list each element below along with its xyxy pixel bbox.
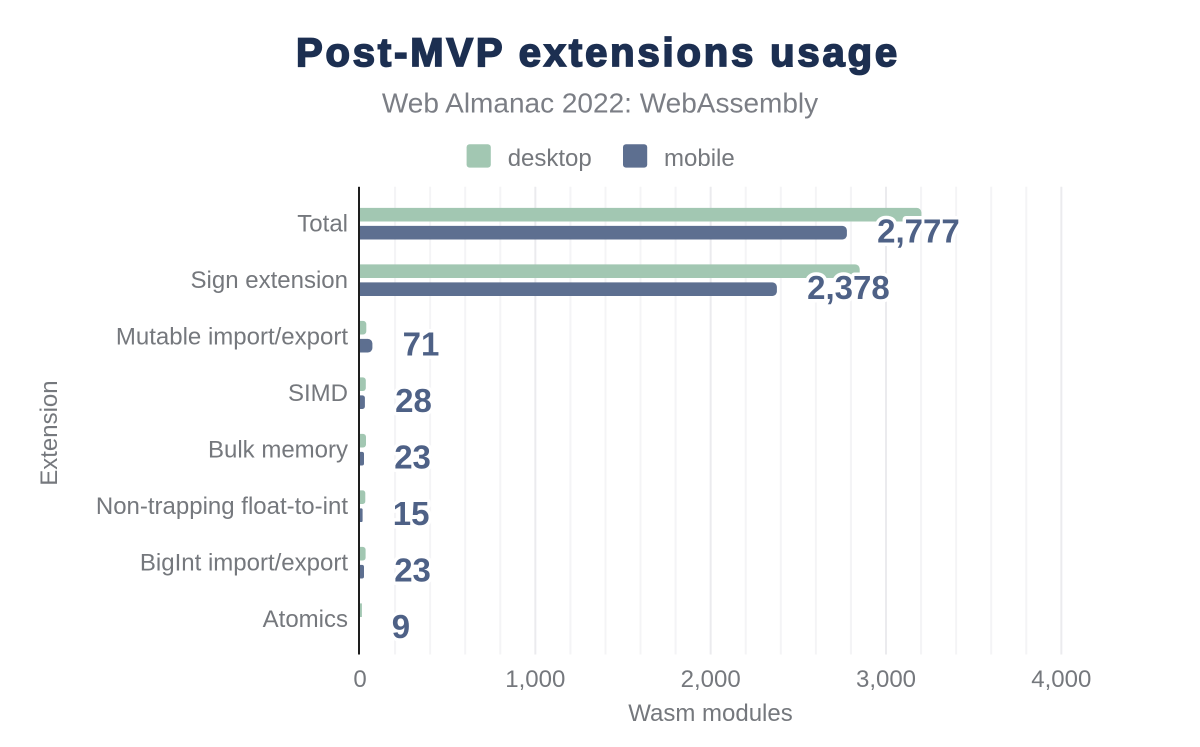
svg-text:mobile: mobile (664, 145, 735, 172)
svg-text:2,777: 2,777 (877, 212, 960, 249)
svg-text:23: 23 (394, 551, 431, 588)
svg-text:Bulk memory: Bulk memory (208, 437, 348, 464)
svg-text:Post-MVP extensions usage: Post-MVP extensions usage (296, 31, 900, 75)
svg-text:Extension: Extension (36, 380, 63, 485)
svg-text:Total: Total (297, 211, 348, 238)
svg-text:Non-trapping float-to-int: Non-trapping float-to-int (96, 493, 348, 520)
svg-text:1,000: 1,000 (505, 666, 565, 693)
svg-text:4,000: 4,000 (1031, 666, 1091, 693)
svg-text:Sign extension: Sign extension (191, 267, 348, 294)
svg-text:71: 71 (403, 325, 440, 362)
svg-text:23: 23 (394, 438, 431, 475)
svg-text:SIMD: SIMD (288, 380, 348, 407)
svg-text:desktop: desktop (508, 145, 592, 172)
svg-text:Wasm modules: Wasm modules (628, 700, 792, 727)
svg-text:Web Almanac 2022: WebAssembly: Web Almanac 2022: WebAssembly (382, 88, 818, 119)
svg-text:2,000: 2,000 (681, 666, 741, 693)
svg-text:Mutable import/export: Mutable import/export (116, 324, 348, 351)
svg-text:15: 15 (393, 495, 430, 532)
svg-text:0: 0 (353, 666, 366, 693)
svg-text:2,378: 2,378 (807, 269, 890, 306)
svg-text:9: 9 (392, 608, 410, 645)
svg-text:3,000: 3,000 (856, 666, 916, 693)
svg-text:Atomics: Atomics (263, 606, 348, 633)
svg-text:BigInt import/export: BigInt import/export (140, 550, 348, 577)
svg-text:28: 28 (395, 382, 432, 419)
